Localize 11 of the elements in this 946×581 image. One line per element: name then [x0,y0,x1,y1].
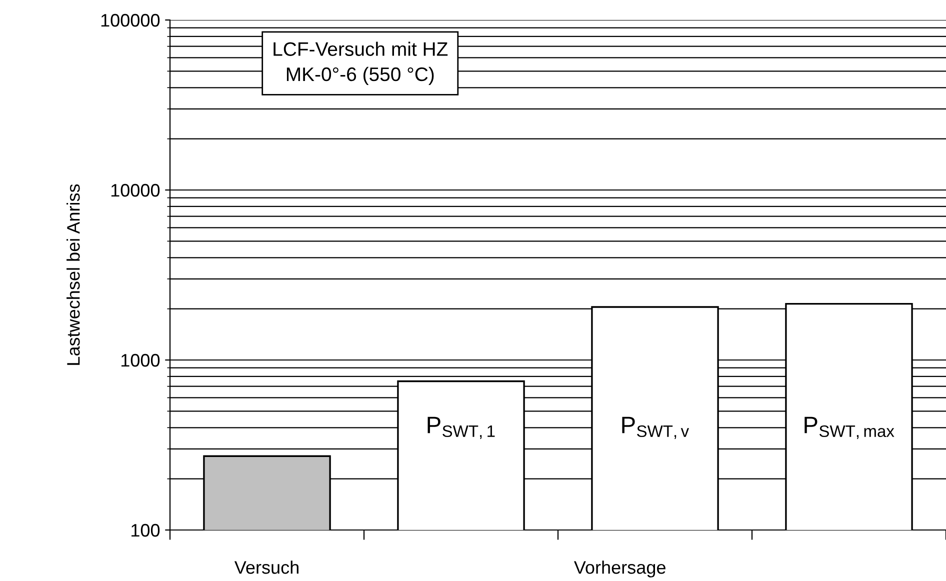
x-tick-label: Versuch [234,560,298,574]
annotation: P$_{SWT,1}$ [428,416,495,440]
y-tick-label: 100000 [101,14,160,27]
y-tick-label: 10000 [111,184,160,197]
y-tick-label: 100 [132,524,160,537]
annotation: LCF-Versuch mit HZ MK-0°-6 (550 °C) [274,42,448,85]
y-tick-label: 1000 [121,354,160,367]
x-tick-label: Vorhersage [574,560,666,578]
annotation: P$_{SWT,max}$ [804,416,894,440]
annotation: P$_{SWT,v}$ [622,416,689,440]
y-axis-title: Lastwechsel bei Anriss [66,184,80,365]
